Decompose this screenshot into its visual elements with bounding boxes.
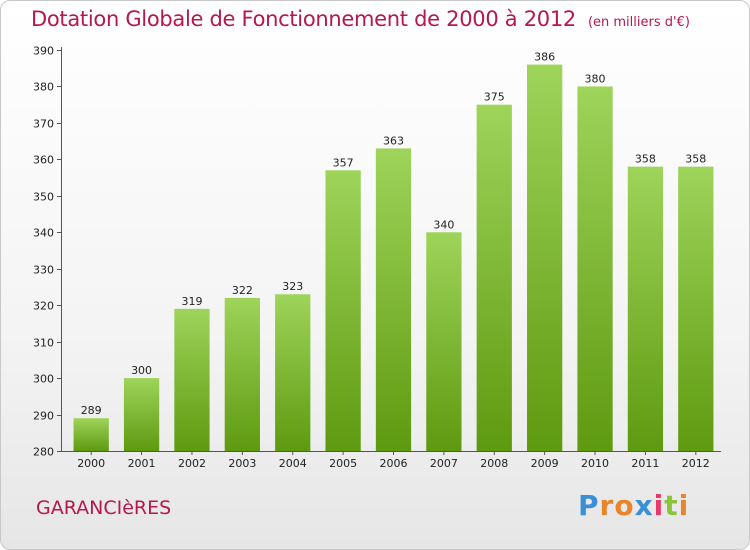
y-tick-label: 390	[33, 45, 54, 58]
bar-value-label: 323	[282, 280, 303, 293]
bar-value-label: 322	[232, 284, 253, 297]
proxiti-logo-letter: t	[664, 489, 679, 522]
bars-layer: 289 300 319 322 323 357 363 340 375 386 380 358 358	[73, 51, 714, 452]
bar	[627, 166, 664, 451]
x-tick-label: 2008	[480, 457, 508, 470]
bar-value-label: 357	[333, 156, 354, 169]
y-tick-label: 280	[33, 446, 54, 459]
x-tick-label: 2006	[380, 457, 408, 470]
x-tick-label: 2004	[279, 457, 307, 470]
x-tick-label: 2000	[77, 457, 105, 470]
proxiti-logo-letter: o	[614, 489, 635, 522]
bar-value-label: 375	[484, 91, 505, 104]
bar	[73, 418, 109, 451]
y-tick-label: 350	[33, 191, 54, 204]
bar	[476, 104, 512, 451]
proxiti-logo-letter: i	[653, 489, 665, 522]
y-tick-label: 310	[33, 337, 54, 350]
bar	[325, 170, 361, 452]
bar-value-label: 289	[81, 404, 102, 417]
bar	[275, 294, 311, 451]
x-tick-label: 2003	[228, 457, 256, 470]
bar-value-label: 358	[685, 153, 706, 166]
x-tick-label: 2005	[329, 457, 357, 470]
proxiti-logo: Proxiti	[578, 489, 689, 522]
x-tick-label: 2001	[128, 457, 156, 470]
bar-value-label: 363	[383, 134, 404, 147]
y-tick-label: 300	[33, 373, 54, 386]
x-tick-label: 2010	[581, 457, 609, 470]
y-tick-label: 380	[33, 81, 54, 94]
bar-value-label: 319	[181, 295, 202, 308]
proxiti-logo-letter: P	[578, 489, 600, 522]
bar	[224, 297, 260, 451]
chart-title: Dotation Globale de Fonctionnement de 20…	[31, 7, 690, 31]
x-tick-label: 2002	[178, 457, 206, 470]
y-tick-label: 340	[33, 227, 54, 240]
axes-layer: 280 290 300 310 320 330 340 350 360 370 380 390 2000…	[33, 45, 721, 470]
commune-name: GARANCIèRES	[36, 497, 172, 519]
x-tick-label: 2012	[682, 457, 710, 470]
y-tick-label: 370	[33, 118, 54, 131]
chart-subtitle: (en milliers d'€)	[587, 15, 690, 30]
bar-value-label: 386	[534, 51, 555, 64]
proxiti-logo-letter: r	[599, 489, 615, 522]
bar	[577, 86, 613, 452]
y-tick-label: 330	[33, 264, 54, 277]
bar-value-label: 358	[635, 153, 656, 166]
y-tick-label: 290	[33, 410, 54, 423]
proxiti-logo-letter: i	[678, 489, 690, 522]
bar	[527, 64, 563, 451]
bar	[123, 378, 160, 451]
y-tick-label: 320	[33, 300, 54, 313]
x-tick-label: 2009	[531, 457, 559, 470]
x-tick-label: 2011	[631, 457, 659, 470]
bar	[375, 148, 412, 451]
bar-value-label: 380	[585, 72, 606, 85]
x-tick-label: 2007	[430, 457, 458, 470]
bar-value-label: 340	[433, 218, 454, 231]
y-tick-label: 360	[33, 154, 54, 167]
chart-title-text: Dotation Globale de Fonctionnement de 20…	[31, 7, 576, 31]
bar	[174, 308, 210, 451]
bar-value-label: 300	[131, 364, 152, 377]
proxiti-logo-letter: x	[634, 489, 654, 522]
bar	[678, 166, 714, 451]
bar	[426, 232, 462, 451]
